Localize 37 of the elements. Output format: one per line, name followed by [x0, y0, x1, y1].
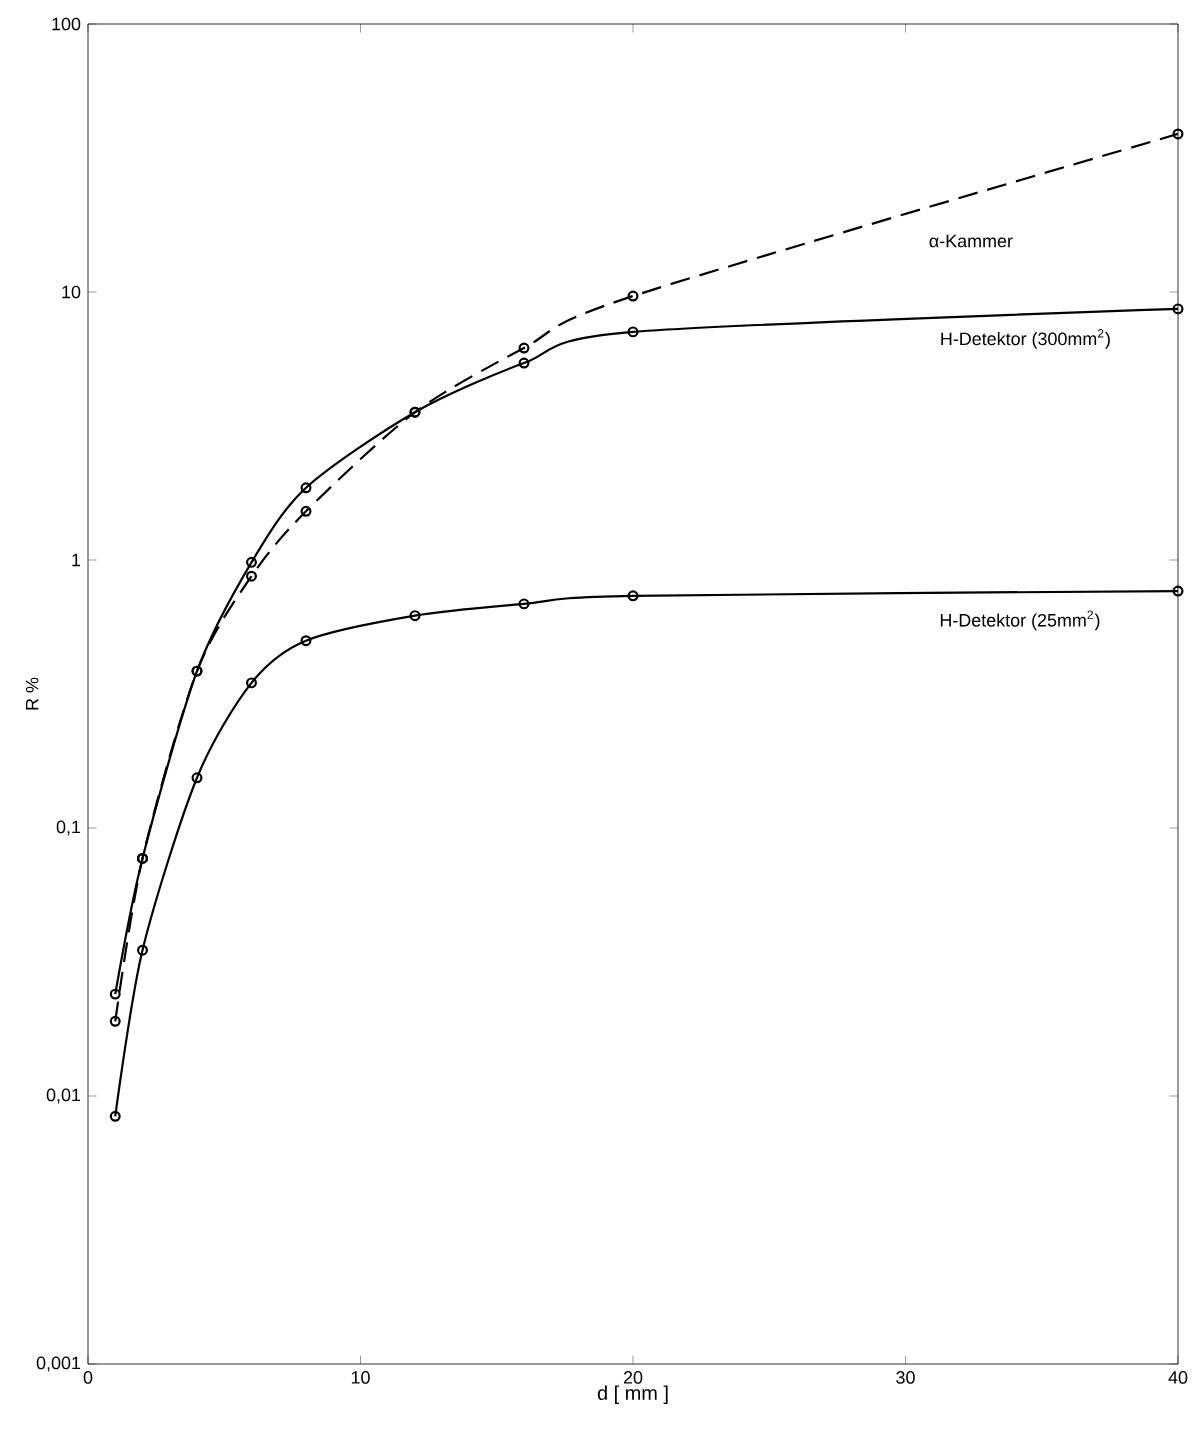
- y-tick-label: 0,01: [46, 1088, 81, 1104]
- point: [518, 598, 530, 610]
- point: [300, 505, 312, 517]
- point: [518, 357, 530, 369]
- y-tick-label: 1: [72, 553, 81, 567]
- x-tick-label: 10: [351, 1371, 370, 1384]
- point: [246, 556, 257, 568]
- x-tick-label: 0: [83, 1371, 93, 1384]
- point: [109, 1110, 121, 1122]
- point: [246, 570, 257, 582]
- y-tick-label: 100: [52, 17, 81, 31]
- point: [627, 590, 639, 602]
- x-tick-label: 20: [623, 1371, 643, 1384]
- point: [1172, 303, 1184, 315]
- point: [518, 342, 530, 354]
- point: [627, 290, 639, 302]
- x-axis-title: d [ mm ]: [597, 1385, 668, 1404]
- y-axis-title: R %: [25, 677, 39, 710]
- point: [1172, 585, 1184, 597]
- x-tick-label: 30: [896, 1371, 915, 1384]
- y-tick-label: 10: [62, 285, 81, 299]
- point: [627, 326, 639, 338]
- point: [1172, 128, 1184, 140]
- y-tick-label: 0,001: [36, 1356, 81, 1372]
- y-tick-label: 0,1: [56, 820, 81, 836]
- point: [137, 944, 148, 956]
- point: [109, 1015, 121, 1027]
- point: [191, 772, 203, 784]
- series-label: α-Kammer: [929, 234, 1013, 248]
- point: [246, 677, 257, 689]
- point: [409, 610, 421, 622]
- series-label: H-Detektor (25mm$^{2}$): [940, 610, 1100, 631]
- series-label: H-Detektor (300mm$^{2}$): [941, 329, 1110, 349]
- point: [300, 482, 312, 494]
- x-tick-label: 40: [1168, 1371, 1188, 1384]
- point: [109, 988, 121, 1000]
- point: [300, 635, 312, 647]
